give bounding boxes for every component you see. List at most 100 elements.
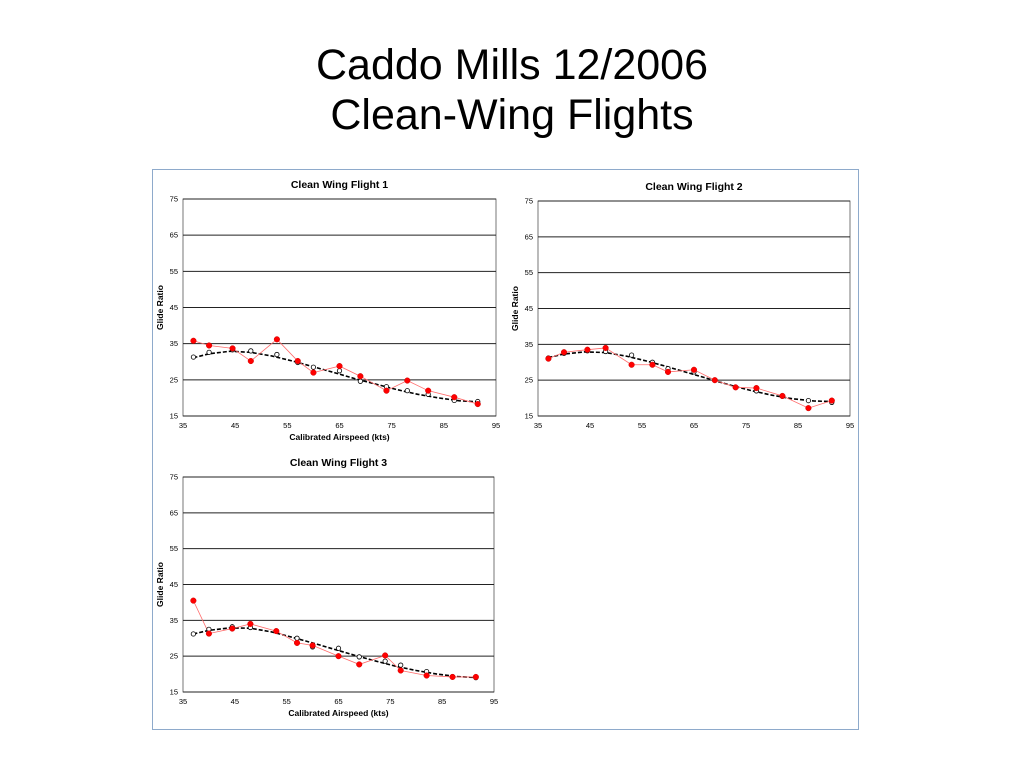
data-point [383,387,390,394]
model-point [356,654,362,660]
x-tick-label: 85 [794,421,802,430]
slide-title-line-2: Clean-Wing Flights [330,91,694,139]
y-tick-label: 45 [525,304,533,313]
data-point [472,673,479,680]
data-point [628,361,635,368]
slide-title: Caddo Mills 12/2006 Clean-Wing Flights [0,40,1024,140]
charts-frame [152,169,859,730]
data-point [247,620,254,627]
model-point [190,354,197,360]
data-point [602,344,609,351]
data-point [357,373,364,380]
model-point [382,658,388,664]
model-point [398,662,404,668]
chart-title: Clean Wing Flight 3 [290,457,387,469]
y-tick-label: 75 [170,473,178,482]
data-point [356,661,363,668]
data-point [425,387,432,394]
x-tick-label: 95 [492,421,500,430]
data-point [805,405,812,412]
x-tick-label: 65 [690,421,698,430]
y-tick-label: 65 [170,231,178,240]
y-tick-label: 75 [170,195,178,204]
data-point [205,630,212,637]
x-tick-label: 85 [438,697,446,706]
model-point [294,635,300,641]
y-tick-label: 45 [170,303,178,312]
x-tick-label: 75 [386,697,394,706]
data-point [190,337,197,344]
data-point [584,346,591,353]
x-tick-label: 45 [231,697,239,706]
y-tick-label: 15 [170,688,178,697]
data-point [449,673,456,680]
fit-curve [193,350,481,403]
data-point [382,652,389,659]
y-tick-label: 45 [170,580,178,589]
measured-line [193,600,476,678]
model-point [336,368,343,374]
x-tick-label: 55 [283,421,291,430]
chart-clean-wing-flight-1: Clean Wing Flight 1 15 25 35 45 55 65 75 35 45 55 6… [155,179,500,442]
data-point [310,369,317,376]
data-point [711,377,718,384]
chart-clean-wing-flight-2: Clean Wing Flight 2 15 25 35 45 55 65 75 35 45 55 6… [510,181,854,430]
x-tick-label: 35 [179,421,187,430]
measured-line [193,338,478,405]
y-tick-label: 35 [525,340,533,349]
data-point [190,597,197,604]
y-tick-label: 35 [170,339,178,348]
model-point [274,351,280,358]
slide-title-line-1: Caddo Mills 12/2006 [315,41,709,89]
data-point [664,368,672,375]
x-tick-label: 65 [335,421,343,430]
data-point [309,642,316,649]
measured-line [548,347,832,409]
y-tick-label: 65 [525,232,533,241]
chart-clean-wing-flight-3: Clean Wing Flight 3 15 25 35 45 55 65 75 35 45 55 6… [155,457,498,718]
y-tick-label: 25 [170,375,178,384]
data-point [690,366,698,373]
chart-title: Clean Wing Flight 2 [645,181,742,193]
model-point [629,352,635,358]
y-tick-label: 55 [170,544,178,553]
x-tick-label: 75 [742,421,750,430]
y-tick-label: 35 [170,616,178,625]
data-point [335,653,342,660]
data-point [247,357,254,365]
y-tick-label: 25 [525,376,533,385]
model-point [190,631,196,637]
y-tick-label: 55 [170,267,178,276]
model-point [206,349,212,355]
model-point [404,388,410,394]
model-point [357,378,363,384]
model-point [335,645,342,651]
data-point [336,363,343,370]
data-point [732,384,739,391]
y-axis-label: Glide Ratio [155,562,165,607]
data-point [404,377,411,384]
data-point [828,397,835,404]
data-point [273,336,280,343]
model-point [310,364,317,370]
x-tick-label: 35 [534,421,542,430]
x-tick-label: 85 [440,421,448,430]
data-point [545,355,552,362]
data-point [293,639,301,646]
x-tick-label: 75 [387,421,395,430]
x-tick-label: 65 [334,697,342,706]
data-point [753,385,760,392]
y-axis-label: Glide Ratio [510,286,520,331]
x-tick-label: 45 [231,421,239,430]
y-tick-label: 55 [525,268,533,277]
y-tick-label: 15 [170,412,178,421]
x-tick-label: 55 [638,421,646,430]
y-tick-label: 65 [170,508,178,517]
data-point [294,357,301,365]
data-point [229,345,236,352]
x-tick-label: 35 [179,697,187,706]
x-tick-label: 95 [490,697,498,706]
data-point [229,625,236,632]
x-tick-label: 95 [846,421,854,430]
data-point [423,672,430,679]
